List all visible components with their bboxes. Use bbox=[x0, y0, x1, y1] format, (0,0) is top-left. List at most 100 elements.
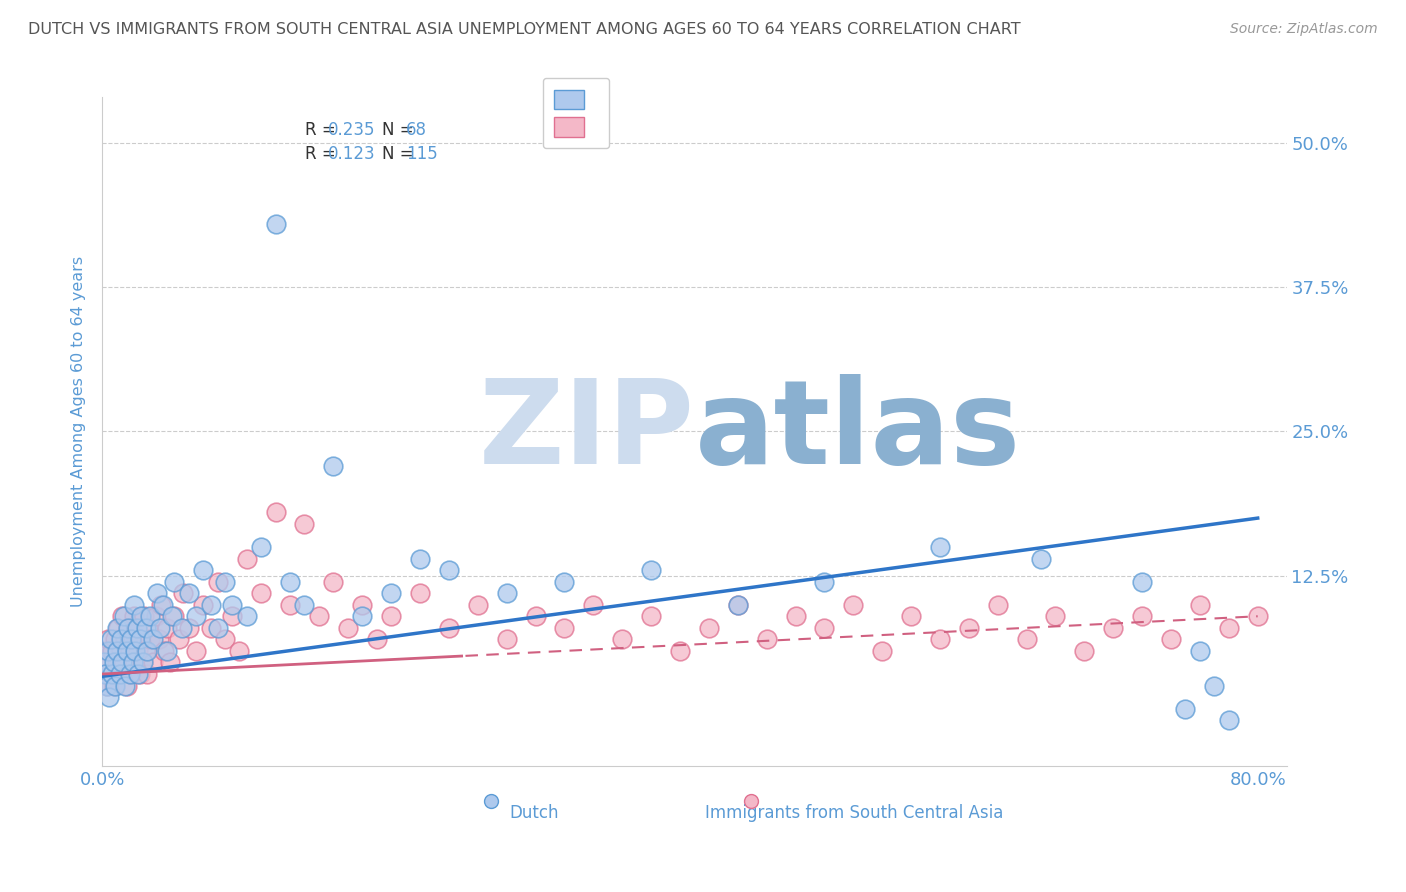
Point bbox=[100, 667, 122, 681]
Point bbox=[129, 632, 152, 647]
Point bbox=[153, 644, 176, 658]
Point bbox=[94, 667, 117, 681]
Point bbox=[322, 574, 344, 589]
Point bbox=[101, 644, 124, 658]
Point bbox=[117, 621, 139, 635]
Point bbox=[987, 598, 1010, 612]
Point bbox=[553, 574, 575, 589]
Point bbox=[170, 621, 193, 635]
Point bbox=[900, 609, 922, 624]
Point bbox=[177, 621, 200, 635]
Text: atlas: atlas bbox=[695, 374, 1021, 489]
Point bbox=[409, 551, 432, 566]
Point bbox=[250, 540, 273, 554]
Point bbox=[131, 656, 153, 670]
Point bbox=[177, 586, 200, 600]
Point bbox=[1045, 609, 1067, 624]
Text: Dutch: Dutch bbox=[510, 805, 560, 822]
Text: R =: R = bbox=[305, 121, 342, 139]
Point bbox=[142, 632, 165, 647]
Point bbox=[380, 609, 402, 624]
Point bbox=[1160, 632, 1182, 647]
Point bbox=[120, 632, 142, 647]
Point bbox=[156, 621, 179, 635]
Point bbox=[142, 656, 165, 670]
Point bbox=[294, 598, 316, 612]
Point bbox=[467, 598, 489, 612]
Point bbox=[322, 459, 344, 474]
Point bbox=[124, 656, 146, 670]
Point bbox=[96, 679, 118, 693]
Point bbox=[352, 609, 374, 624]
Point bbox=[120, 667, 142, 681]
Point bbox=[115, 644, 138, 658]
Point bbox=[121, 656, 143, 670]
Point bbox=[107, 621, 129, 635]
Point bbox=[184, 644, 207, 658]
Point bbox=[1015, 632, 1038, 647]
Point bbox=[582, 598, 605, 612]
Point bbox=[100, 632, 122, 647]
Point bbox=[105, 644, 128, 658]
Point bbox=[159, 656, 181, 670]
Point bbox=[139, 609, 162, 624]
Point bbox=[104, 632, 127, 647]
Point bbox=[235, 551, 257, 566]
Point bbox=[495, 632, 517, 647]
Point bbox=[156, 644, 179, 658]
Point bbox=[122, 598, 145, 612]
Point bbox=[200, 598, 222, 612]
Point bbox=[336, 621, 359, 635]
Point bbox=[139, 632, 162, 647]
Text: N =: N = bbox=[382, 121, 419, 139]
Point bbox=[755, 632, 778, 647]
Point bbox=[111, 609, 134, 624]
Legend: , : , bbox=[543, 78, 609, 148]
Point bbox=[103, 656, 125, 670]
Point bbox=[380, 586, 402, 600]
Point bbox=[870, 644, 893, 658]
Point bbox=[929, 540, 952, 554]
Point bbox=[640, 609, 662, 624]
Text: R =: R = bbox=[305, 145, 342, 163]
Point bbox=[127, 667, 149, 681]
Point bbox=[98, 690, 121, 705]
Point bbox=[813, 574, 835, 589]
Text: ZIP: ZIP bbox=[478, 374, 695, 489]
Point bbox=[366, 632, 388, 647]
Point bbox=[94, 644, 117, 658]
Point bbox=[308, 609, 330, 624]
Point bbox=[93, 656, 115, 670]
Point bbox=[114, 632, 136, 647]
Point bbox=[294, 516, 316, 531]
Point bbox=[122, 609, 145, 624]
Point bbox=[118, 644, 141, 658]
Point bbox=[121, 632, 143, 647]
Point bbox=[221, 609, 243, 624]
Point bbox=[228, 644, 250, 658]
Point bbox=[1130, 574, 1153, 589]
Point bbox=[105, 621, 128, 635]
Point bbox=[495, 586, 517, 600]
Point bbox=[136, 667, 159, 681]
Point bbox=[437, 563, 460, 577]
Point bbox=[93, 667, 115, 681]
Point bbox=[112, 656, 135, 670]
Text: 0.123: 0.123 bbox=[328, 145, 375, 163]
Point bbox=[264, 217, 287, 231]
Point bbox=[553, 621, 575, 635]
Point bbox=[278, 574, 301, 589]
Point bbox=[108, 667, 131, 681]
Point bbox=[129, 609, 152, 624]
Point bbox=[221, 598, 243, 612]
Point bbox=[352, 598, 374, 612]
Point bbox=[565, 773, 588, 788]
Point bbox=[1218, 621, 1240, 635]
Point bbox=[1204, 679, 1226, 693]
Point bbox=[96, 679, 118, 693]
Point bbox=[118, 667, 141, 681]
Point bbox=[640, 563, 662, 577]
Point bbox=[727, 598, 749, 612]
Point bbox=[135, 644, 157, 658]
Point bbox=[1174, 701, 1197, 715]
